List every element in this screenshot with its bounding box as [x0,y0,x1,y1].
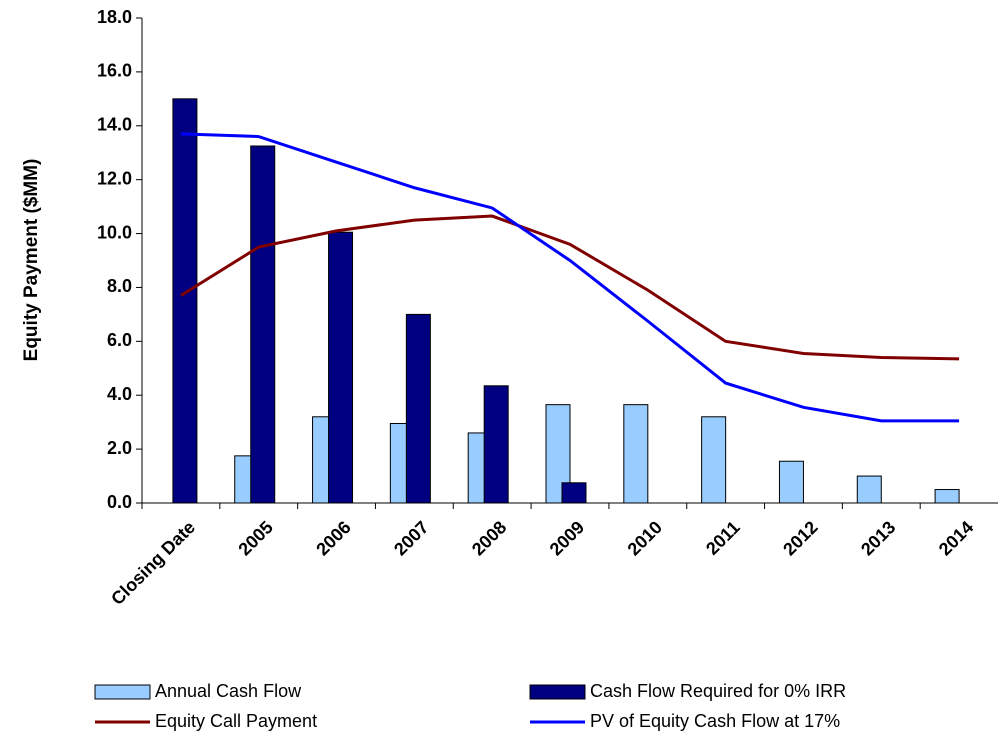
bar [856,475,882,504]
x-tick-label: 2009 [546,517,588,559]
bar [561,482,587,504]
y-tick-label: 6.0 [107,330,132,350]
y-tick-label: 10.0 [97,222,132,242]
legend-label: Annual Cash Flow [155,681,302,701]
bar [701,416,727,504]
bar [623,404,649,504]
y-tick-label: 2.0 [107,438,132,458]
x-tick-label: 2007 [390,517,432,559]
legend-label: Equity Call Payment [155,711,317,731]
bar [483,385,509,504]
bar [934,489,960,504]
y-tick-label: 0.0 [107,492,132,512]
legend-swatch [94,684,151,700]
line [180,214,960,361]
bar [172,98,198,504]
y-tick-label: 12.0 [97,168,132,188]
y-axis-label: Equity Payment ($MM) [21,159,42,362]
bar [250,145,276,504]
bar [778,460,804,504]
legend-swatch [529,684,586,700]
y-tick-label: 18.0 [97,7,132,27]
x-tick-label: Closing Date [107,517,199,609]
y-tick-label: 8.0 [107,276,132,296]
bar [405,313,431,504]
bar [328,231,354,504]
x-tick-label: 2008 [468,517,510,559]
y-tick-label: 14.0 [97,115,132,135]
x-tick-label: 2005 [234,517,276,559]
legend-label: Cash Flow Required for 0% IRR [590,681,846,701]
x-tick-label: 2010 [624,517,666,559]
x-tick-label: 2013 [857,517,899,559]
x-tick-label: 2011 [702,517,744,559]
legend-label: PV of Equity Cash Flow at 17% [590,711,840,731]
x-tick-label: 2006 [312,517,354,559]
x-tick-label: 2012 [779,517,821,559]
y-tick-label: 16.0 [97,61,132,81]
y-tick-label: 4.0 [107,384,132,404]
line [180,132,960,423]
x-tick-label: 2014 [935,517,977,559]
